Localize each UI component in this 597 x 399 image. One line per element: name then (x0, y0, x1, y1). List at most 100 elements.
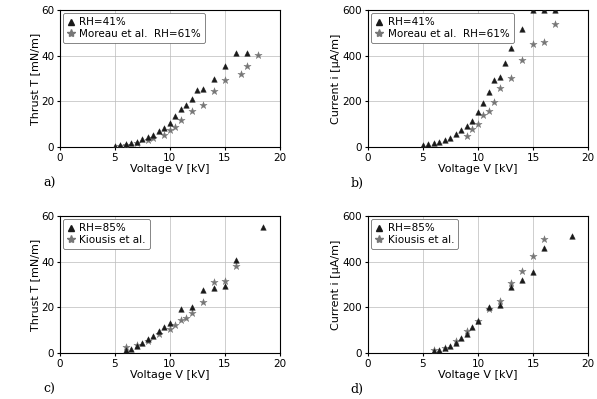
Legend: RH=85%, Kiousis et al.: RH=85%, Kiousis et al. (63, 219, 150, 249)
Point (159, 131, 169, 138)
Legend: RH=85%, Kiousis et al.: RH=85%, Kiousis et al. (371, 219, 458, 249)
Point (132, 140, 141, 146)
Point (484, 305, 494, 312)
Point (517, 57, 527, 63)
Point (127, 140, 136, 146)
Point (440, 137, 450, 143)
Point (209, 285, 219, 291)
Point (209, 75, 219, 82)
Y-axis label: Thrust T [mN/m]: Thrust T [mN/m] (30, 32, 39, 125)
Point (127, 346, 136, 352)
Point (467, 126, 477, 132)
Point (192, 87, 202, 93)
Point (429, 347, 439, 354)
Point (253, 51, 263, 58)
Y-axis label: Current i [μA/m]: Current i [μA/m] (331, 34, 341, 124)
Point (462, 330, 472, 337)
Point (121, 142, 131, 148)
Point (143, 137, 153, 144)
Y-axis label: Current i [μA/m]: Current i [μA/m] (331, 239, 341, 330)
Point (496, 74, 505, 81)
Point (198, 86, 208, 92)
Point (506, 284, 516, 290)
Point (496, 302, 505, 308)
Point (165, 120, 174, 126)
Point (165, 326, 174, 332)
Point (484, 89, 494, 95)
Legend: RH=41%, Moreau et al.  RH=61%: RH=41%, Moreau et al. RH=61% (63, 13, 205, 43)
X-axis label: Voltage V [kV]: Voltage V [kV] (438, 164, 518, 174)
Point (539, 235, 549, 242)
Point (440, 345, 450, 351)
Point (171, 123, 180, 130)
Point (528, 253, 538, 259)
Point (220, 282, 230, 289)
Point (242, 63, 251, 69)
Point (121, 344, 131, 351)
Point (457, 335, 466, 342)
Point (496, 297, 505, 304)
Point (137, 136, 147, 142)
Point (176, 317, 186, 323)
Text: b): b) (350, 178, 364, 190)
Point (567, 233, 576, 240)
Point (220, 63, 230, 69)
Point (496, 85, 505, 91)
Point (154, 328, 164, 335)
Point (187, 96, 196, 103)
Point (132, 138, 141, 145)
Point (181, 102, 191, 108)
Point (121, 140, 131, 147)
Point (198, 287, 208, 293)
Point (187, 304, 196, 310)
Point (165, 320, 174, 326)
Point (143, 134, 153, 140)
Point (484, 108, 494, 114)
Point (451, 337, 461, 344)
Point (539, 245, 549, 251)
Point (440, 345, 450, 351)
Point (451, 131, 461, 137)
Point (176, 305, 186, 312)
Point (198, 102, 208, 108)
Point (479, 112, 488, 118)
Legend: RH=41%, Moreau et al.  RH=61%: RH=41%, Moreau et al. RH=61% (371, 13, 513, 43)
Point (517, 26, 527, 33)
Point (506, 75, 516, 81)
Point (539, 38, 549, 45)
Point (451, 340, 461, 346)
Point (242, 50, 251, 57)
Point (171, 113, 180, 120)
Point (154, 128, 164, 134)
Point (462, 328, 472, 335)
Point (435, 346, 444, 353)
Point (501, 59, 510, 66)
Point (121, 346, 131, 353)
Point (236, 71, 246, 77)
Point (110, 143, 119, 149)
Point (467, 324, 477, 330)
Point (115, 143, 125, 149)
Point (424, 140, 433, 147)
Point (259, 224, 268, 231)
X-axis label: Voltage V [kV]: Voltage V [kV] (438, 370, 518, 380)
Point (149, 131, 158, 138)
Text: c): c) (44, 383, 56, 396)
Point (149, 135, 158, 141)
X-axis label: Voltage V [kV]: Voltage V [kV] (130, 164, 210, 174)
Point (561, 0, 571, 6)
Point (159, 324, 169, 330)
Point (462, 123, 472, 129)
Point (176, 106, 186, 113)
Point (198, 298, 208, 305)
Point (539, 7, 549, 13)
X-axis label: Voltage V [kV]: Voltage V [kV] (130, 370, 210, 380)
Point (418, 142, 427, 148)
Point (159, 124, 169, 131)
Point (132, 343, 141, 350)
Point (137, 340, 147, 346)
Point (231, 263, 241, 269)
Point (473, 318, 483, 324)
Point (231, 257, 241, 264)
Text: d): d) (350, 383, 364, 396)
